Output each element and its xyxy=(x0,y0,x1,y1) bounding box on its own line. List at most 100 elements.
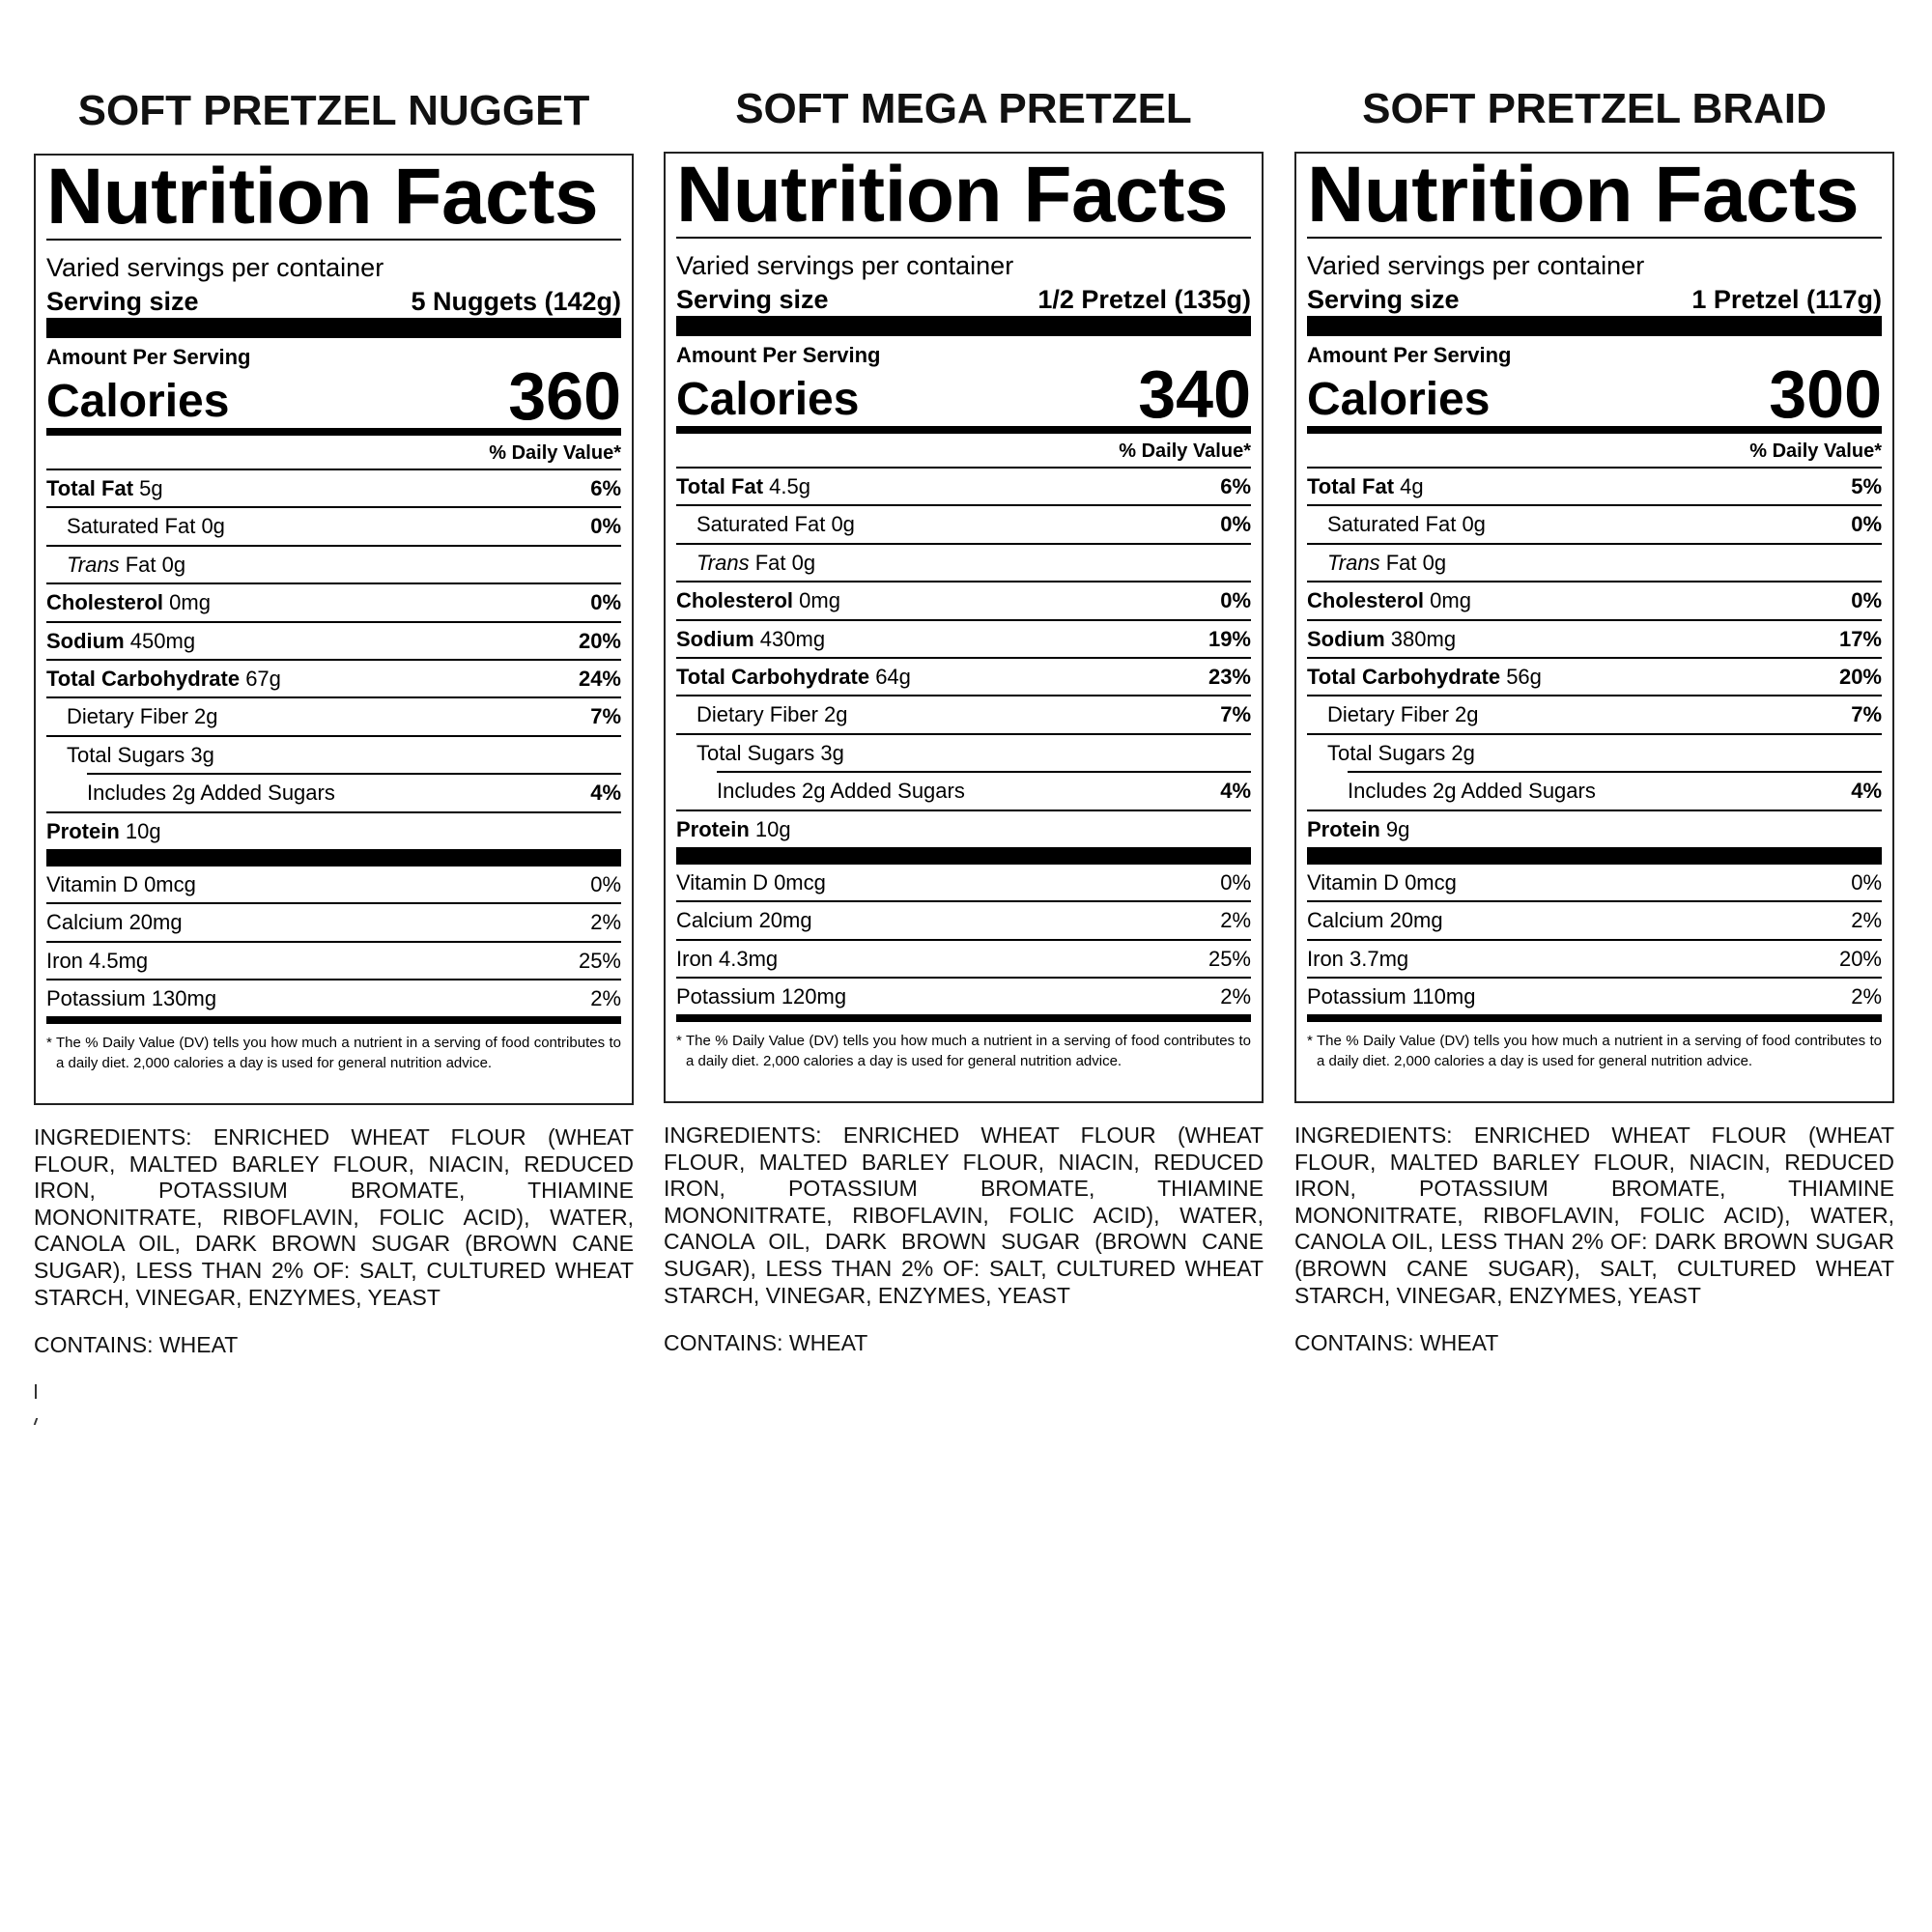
nutrient-name: Dietary Fiber xyxy=(67,704,188,729)
nutrient-label: Total Carbohydrate 56g xyxy=(1307,659,1542,695)
vitamin-row: Vitamin D 0mcg 0% xyxy=(676,865,1251,900)
nutrient-label: Total Fat 4g xyxy=(1307,469,1424,504)
nutrient-amount: 9g xyxy=(1385,816,1410,841)
footnote: * The % Daily Value (DV) tells you how m… xyxy=(676,1033,1251,1070)
nutrient-amount: 0g xyxy=(791,550,816,575)
vitamin-name: Calcium 20mg xyxy=(1307,908,1443,933)
vitamin-name: Iron 3.7mg xyxy=(1307,946,1409,971)
thick-divider xyxy=(46,318,621,338)
nutrient-row: Sodium 430mg 19% xyxy=(676,621,1251,657)
nutrient-label: Dietary Fiber 2g xyxy=(67,698,218,734)
servings-per-container: Varied servings per container xyxy=(46,253,384,282)
nutrient-label: Total Sugars 3g xyxy=(67,737,214,773)
divider xyxy=(676,900,1251,903)
amount-per-serving: Amount Per Serving xyxy=(46,345,251,369)
ingredients: INGREDIENTS: ENRICHED WHEAT FLOUR (WHEAT… xyxy=(34,1124,634,1310)
nutrition-facts-heading: Nutrition Facts xyxy=(1307,154,1882,239)
nutrient-dv: 6% xyxy=(590,476,621,500)
nutrient-amount: 2g xyxy=(194,704,218,729)
amount-per-serving: Amount Per Serving xyxy=(676,343,881,367)
nutrient-dv: 7% xyxy=(1851,702,1882,727)
thick-divider xyxy=(1307,1014,1882,1023)
nutrient-name: Fat xyxy=(1385,550,1417,575)
nutrient-label: Protein 9g xyxy=(1307,811,1409,847)
nutrient-label: Dietary Fiber 2g xyxy=(1327,696,1479,732)
nutrient-dv: 6% xyxy=(1220,474,1251,498)
daily-value-header: % Daily Value* xyxy=(46,436,621,470)
vitamin-row: Vitamin D 0mcg 0% xyxy=(46,867,621,902)
nutrient-dv: 0% xyxy=(590,514,621,539)
nutrient-name: Saturated Fat xyxy=(67,514,196,539)
thick-divider xyxy=(676,1014,1251,1023)
nutrient-italic: Trans xyxy=(67,552,120,577)
nutrient-row: Total Carbohydrate 56g 20% xyxy=(1307,659,1882,695)
servings-per-container: Varied servings per container xyxy=(676,251,1014,280)
nutrient-row: Trans Fat 0g xyxy=(676,545,1251,581)
vitamin-row: Calcium 20mg 2% xyxy=(46,904,621,940)
divider xyxy=(46,734,621,737)
nutrient-name: Total Carbohydrate xyxy=(1307,664,1501,689)
nutrient-label: Saturated Fat 0g xyxy=(67,508,225,544)
divider xyxy=(676,581,1251,583)
serving-size-label: Serving size xyxy=(676,285,829,314)
nutrient-name: Fat xyxy=(754,550,786,575)
footnote: * The % Daily Value (DV) tells you how m… xyxy=(46,1035,621,1072)
thick-divider xyxy=(1307,316,1882,336)
nutrient-label: Dietary Fiber 2g xyxy=(696,696,848,732)
nutrient-row: Trans Fat 0g xyxy=(46,547,621,582)
vitamin-name: Calcium 20mg xyxy=(676,908,812,933)
nutrient-row: Trans Fat 0g xyxy=(1307,545,1882,581)
nutrient-name: Total Fat xyxy=(1307,474,1395,498)
nutrient-amount: 0mg xyxy=(169,590,211,615)
nutrient-dv: 23% xyxy=(1208,664,1251,689)
nutrient-amount: 0g xyxy=(831,512,855,537)
divider xyxy=(46,940,621,943)
nutrient-name: Sodium xyxy=(676,626,754,651)
nutrient-label: Total Sugars 3g xyxy=(696,735,844,771)
nutrient-name: Total Sugars xyxy=(67,742,185,767)
nutrient-name: Includes 2g Added Sugars xyxy=(87,781,335,806)
nutrition-facts-label: Nutrition Facts Varied servings per cont… xyxy=(1294,152,1894,1103)
nutrient-dv: 20% xyxy=(578,628,621,653)
nutrient-label: Protein 10g xyxy=(676,811,791,847)
nutrient-dv: 0% xyxy=(1851,588,1882,613)
vitamin-name: Iron 4.5mg xyxy=(46,948,149,973)
vitamin-dv: 20% xyxy=(1838,946,1882,971)
nutrient-amount: 3g xyxy=(820,740,844,765)
vitamin-dv: 2% xyxy=(590,910,621,935)
divider xyxy=(676,542,1251,545)
nutrient-row: Protein 9g xyxy=(1307,811,1882,847)
nutrient-label: Total Fat 4.5g xyxy=(676,469,810,504)
nutrient-name: Cholesterol xyxy=(1307,588,1425,613)
nutrient-dv: 0% xyxy=(590,590,621,615)
vitamin-dv: 0% xyxy=(590,871,621,896)
calories-value: 340 xyxy=(1138,356,1251,432)
nutrient-dv: 20% xyxy=(1838,664,1882,689)
nutrition-facts-heading: Nutrition Facts xyxy=(676,154,1251,239)
vitamin-row: Potassium 110mg 2% xyxy=(1307,979,1882,1014)
nutrient-dv: 17% xyxy=(1838,626,1882,651)
nutrient-label: Sodium 450mg xyxy=(46,623,195,659)
vitamin-name: Vitamin D 0mcg xyxy=(676,869,826,895)
nutrient-row: Dietary Fiber 2g 7% xyxy=(46,698,621,734)
nutrient-name: Fat xyxy=(125,552,156,577)
nutrient-label: Sodium 380mg xyxy=(1307,621,1456,657)
nutrient-row: Includes 2g Added Sugars 4% xyxy=(676,773,1251,809)
nutrient-row: Dietary Fiber 2g 7% xyxy=(676,696,1251,732)
vitamin-row: Iron 4.5mg 25% xyxy=(46,943,621,979)
nutrient-label: Protein 10g xyxy=(46,813,161,849)
nutrient-label: Total Carbohydrate 67g xyxy=(46,661,281,696)
divider xyxy=(676,938,1251,941)
nutrient-name: Includes 2g Added Sugars xyxy=(717,779,965,804)
divider xyxy=(46,506,621,509)
product-title: SOFT PRETZEL BRAID xyxy=(1362,85,1827,132)
vitamin-dv: 25% xyxy=(1208,946,1251,971)
nutrient-dv: 24% xyxy=(578,666,621,691)
nutrient-name: Dietary Fiber xyxy=(696,702,818,727)
nutrient-label: Total Sugars 2g xyxy=(1327,735,1475,771)
nutrient-dv: 0% xyxy=(1220,588,1251,613)
divider xyxy=(1307,809,1882,811)
vitamin-dv: 0% xyxy=(1851,869,1882,895)
vitamin-name: Calcium 20mg xyxy=(46,910,183,935)
nutrient-amount: 0mg xyxy=(799,588,840,613)
